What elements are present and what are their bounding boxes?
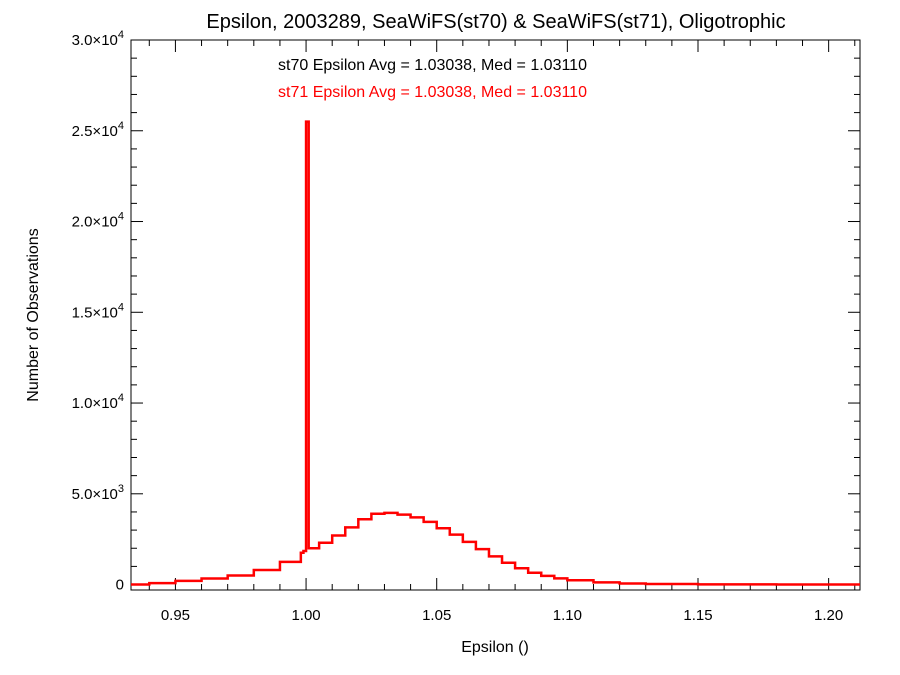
x-tick-label: 1.15 — [683, 607, 712, 624]
chart-title: Epsilon, 2003289, SeaWiFS(st70) & SeaWiF… — [206, 11, 785, 33]
y-tick-label: 2.5×104 — [72, 120, 124, 140]
y-tick-label: 1.5×104 — [72, 301, 124, 321]
x-tick-label: 1.00 — [291, 607, 320, 624]
y-tick-label: 1.0×104 — [72, 392, 124, 412]
x-tick-label: 1.05 — [422, 607, 451, 624]
x-axis-label: Epsilon () — [461, 639, 529, 656]
histogram-series-line — [131, 120, 860, 586]
y-tick-label: 0 — [116, 577, 124, 594]
annotation-st70: st70 Epsilon Avg = 1.03038, Med = 1.0311… — [278, 57, 587, 74]
x-axis-ticks: 0.95 1.00 1.05 1.10 1.15 1.20 — [148, 40, 856, 624]
x-tick-label: 1.20 — [814, 607, 843, 624]
y-axis-label: Number of Observations — [25, 228, 42, 401]
x-tick-label: 0.95 — [161, 607, 190, 624]
x-tick-label: 1.10 — [553, 607, 582, 624]
y-tick-label: 2.0×104 — [72, 211, 124, 231]
y-tick-label: 3.0×104 — [72, 29, 124, 49]
plot-area-frame — [130, 39, 861, 591]
y-tick-label: 5.0×103 — [72, 483, 124, 503]
annotation-st71: st71 Epsilon Avg = 1.03038, Med = 1.0311… — [278, 84, 587, 101]
y-axis-ticks: 0 5.0×103 1.0×104 1.5×104 2.0×104 2.5×104 3.0×… — [72, 29, 860, 594]
